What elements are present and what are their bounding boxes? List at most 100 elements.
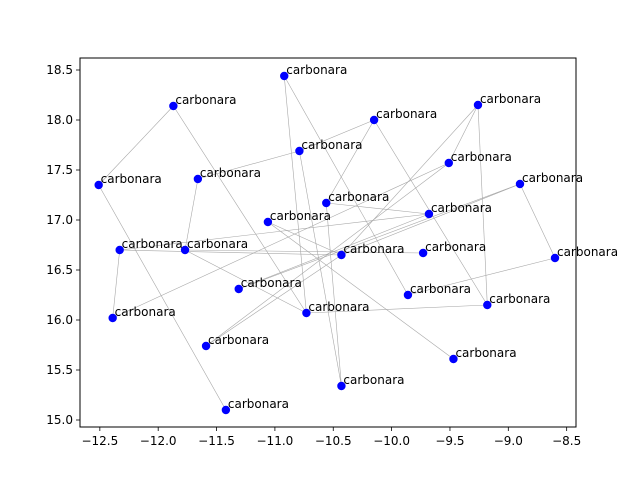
data-point — [115, 245, 124, 255]
data-point — [337, 250, 346, 260]
point-label: carbonara — [480, 92, 541, 106]
data-point — [108, 313, 117, 323]
point-label: carbonara — [343, 373, 404, 387]
y-tick-label: 16.0 — [46, 313, 73, 327]
point-label: carbonara — [489, 292, 550, 306]
point-label: carbonara — [431, 201, 492, 215]
data-point — [193, 174, 203, 184]
edge-line — [325, 119, 375, 204]
point-label: carbonara — [228, 397, 289, 411]
point-label: carbonara — [451, 150, 512, 164]
edge-line — [184, 178, 199, 251]
point-label: carbonara — [101, 172, 162, 186]
data-point — [424, 209, 434, 219]
edge-line — [299, 119, 375, 152]
x-axis: −12.5 −12.0 −11.5 −11.0 −10.5 −10.0 −9.5 −9.0 −8… — [81, 427, 581, 448]
x-tick-label: −11.5 — [198, 434, 235, 448]
y-tick-label: 18.5 — [46, 63, 73, 77]
point-label: carbonara — [122, 237, 183, 251]
edge-line — [112, 162, 449, 319]
point-label: carbonara — [308, 300, 369, 314]
data-point — [322, 198, 331, 208]
data-point — [515, 179, 525, 189]
point-label: carbonara — [175, 93, 236, 107]
x-tick-label: −9.0 — [494, 434, 523, 448]
data-point — [369, 115, 379, 125]
point-label: carbonara — [557, 245, 618, 259]
point-label: carbonara — [343, 242, 404, 256]
edge-line — [267, 221, 454, 360]
data-point — [169, 101, 178, 111]
point-layer — [94, 71, 560, 415]
data-point — [473, 100, 483, 110]
point-label: carbonara — [187, 237, 248, 251]
edge-line — [98, 184, 227, 411]
label-layer: carbonara carbonara carbonara carbonara carb… — [101, 63, 618, 411]
y-tick-label: 16.5 — [46, 263, 73, 277]
point-label: carbonara — [410, 282, 471, 296]
edge-line — [98, 105, 174, 186]
edge-line — [283, 75, 409, 296]
data-point — [302, 308, 311, 318]
edge-line — [326, 202, 429, 215]
edge-line — [341, 104, 479, 256]
edge-line — [185, 249, 424, 254]
x-tick-label: −10.0 — [373, 434, 410, 448]
y-tick-label: 17.5 — [46, 163, 73, 177]
point-label: carbonara — [286, 63, 347, 77]
data-point — [418, 248, 428, 258]
edge-line — [519, 183, 556, 259]
data-point — [550, 253, 560, 263]
point-label: carbonara — [200, 166, 261, 180]
edge-line — [197, 150, 300, 180]
y-tick-label: 15.5 — [46, 363, 73, 377]
y-tick-label: 17.0 — [46, 213, 73, 227]
x-tick-label: −10.5 — [315, 434, 352, 448]
point-label: carbonara — [425, 240, 486, 254]
point-label: carbonara — [270, 209, 331, 223]
point-label: carbonara — [115, 305, 176, 319]
data-point — [221, 405, 231, 415]
plot-area: carbonara carbonara carbonara carbonara carb… — [94, 63, 618, 415]
edge-line — [173, 105, 307, 314]
edge-line — [119, 213, 429, 251]
point-label: carbonara — [455, 346, 516, 360]
point-label: carbonara — [376, 107, 437, 121]
edge-line — [477, 104, 488, 306]
point-label: carbonara — [522, 171, 583, 185]
x-tick-label: −12.0 — [140, 434, 177, 448]
x-tick-label: −11.0 — [257, 434, 294, 448]
data-point — [180, 245, 190, 255]
edge-line — [184, 249, 307, 314]
data-point — [263, 217, 273, 227]
data-point — [201, 341, 211, 351]
edge-line — [448, 104, 479, 164]
y-tick-label: 15.0 — [46, 413, 73, 427]
data-point — [280, 71, 289, 81]
edge-line — [306, 304, 488, 314]
point-label: carbonara — [301, 138, 362, 152]
data-point — [234, 284, 243, 294]
data-point — [403, 290, 413, 300]
edge-line — [283, 75, 307, 314]
point-label: carbonara — [208, 333, 269, 347]
y-tick-label: 18.0 — [46, 113, 73, 127]
edge-line — [341, 183, 521, 256]
y-axis: 15.0 15.5 16.0 16.5 17.0 17.5 18.0 18.5 — [46, 63, 80, 427]
edge-line — [205, 254, 342, 347]
x-tick-label: −8.5 — [552, 434, 581, 448]
axes-frame — [79, 57, 577, 428]
edge-line — [112, 249, 120, 319]
x-tick-label: −9.5 — [435, 434, 464, 448]
edge-line — [267, 221, 342, 256]
edge-line — [325, 202, 342, 387]
data-point — [483, 300, 492, 310]
edge-line — [205, 162, 449, 347]
point-label: carbonara — [328, 190, 389, 204]
edge-layer — [98, 75, 556, 411]
data-point — [444, 158, 453, 168]
data-point — [295, 146, 304, 156]
data-point — [337, 381, 346, 391]
